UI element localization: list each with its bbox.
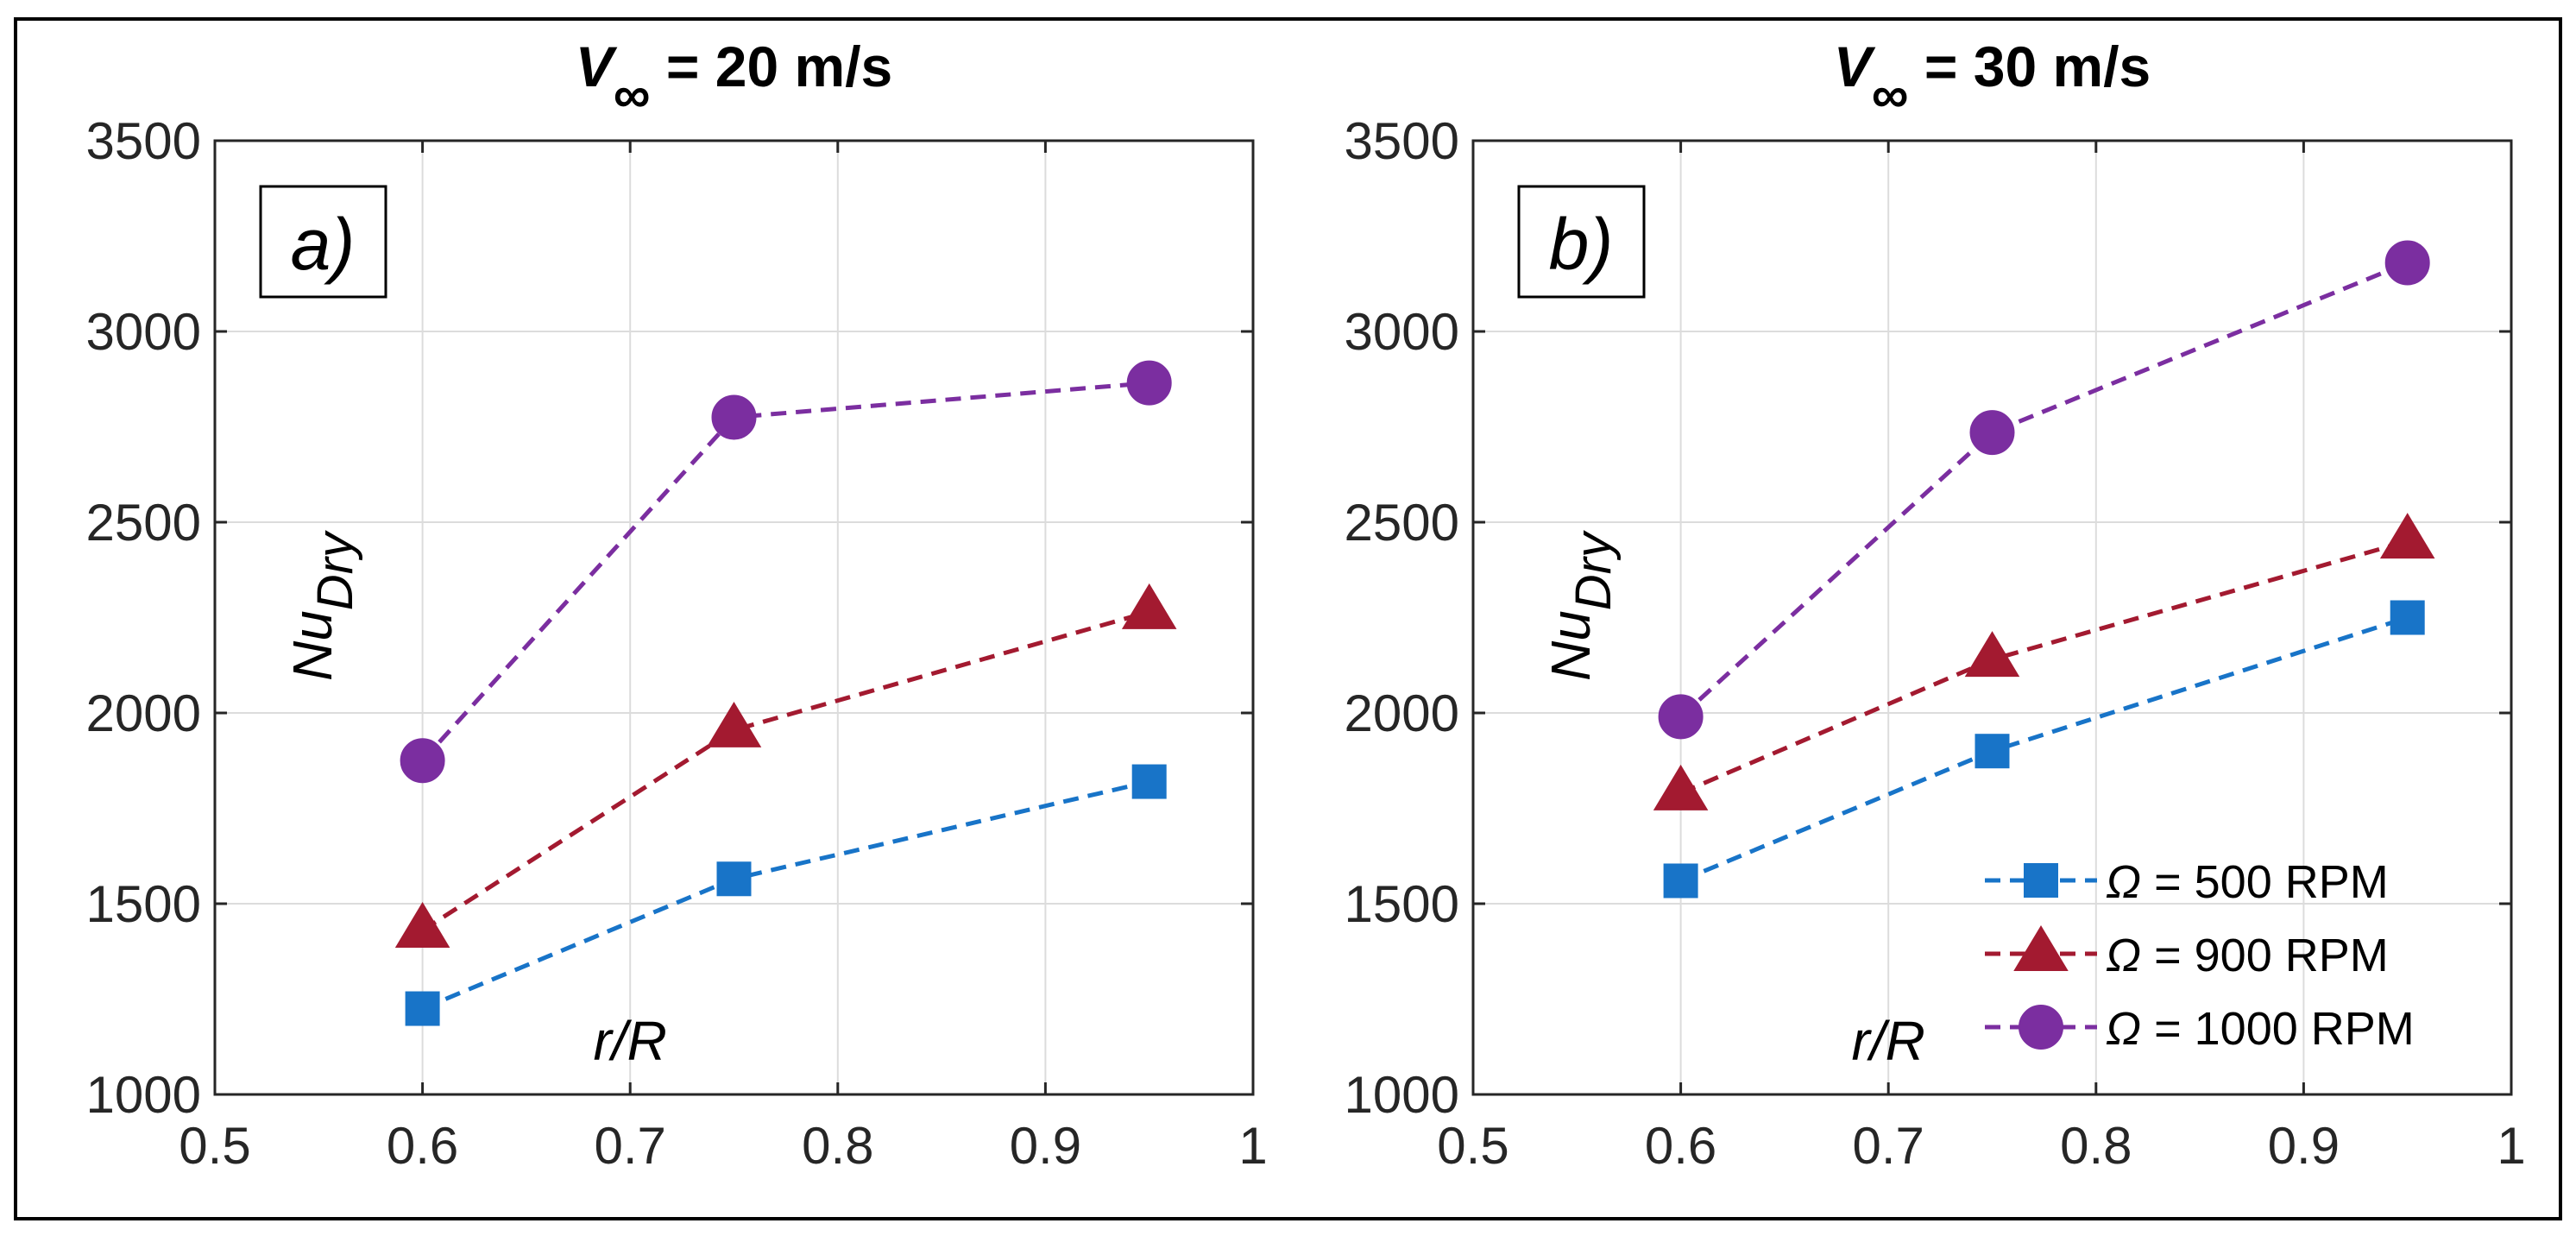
legend-entry: Ω = 900 RPM xyxy=(1985,925,2389,981)
title-variable: V xyxy=(1834,35,1876,98)
data-point-square xyxy=(1975,734,2010,769)
series-triangle xyxy=(1653,513,2435,810)
panel-a: 0.5 0.6 0.7 0.8 0.9 1 1000 1500 2000 2500 3000 3500… xyxy=(86,35,1268,1175)
legend-symbol: Ω xyxy=(2106,930,2141,981)
x-tick-label: 1 xyxy=(1238,1117,1267,1175)
data-point-square xyxy=(2390,600,2425,635)
y-tick-label: 1000 xyxy=(1345,1066,1459,1124)
x-tick-label: 1 xyxy=(2497,1117,2525,1175)
data-point-triangle xyxy=(1121,583,1177,629)
panel-label: a) xyxy=(291,204,356,285)
data-point-circle xyxy=(2019,1005,2063,1050)
series-line xyxy=(421,609,1150,933)
data-point-square xyxy=(405,991,440,1026)
data-point-circle xyxy=(1658,694,1704,740)
data-point-triangle xyxy=(394,901,450,948)
data-point-triangle xyxy=(1653,764,1709,810)
data-point-circle xyxy=(1969,410,2015,456)
panel-label-box xyxy=(259,185,387,299)
y-tick-label: 2000 xyxy=(1345,684,1459,742)
legend-text: = 500 RPM xyxy=(2141,856,2389,908)
title-subscript: ∞ xyxy=(614,66,651,123)
panel-b: 0.5 0.6 0.7 0.8 0.9 1 1000 1500 2000 2500 3000 3500… xyxy=(1345,35,2526,1175)
series-line xyxy=(1678,261,2409,719)
data-point-square xyxy=(716,861,752,897)
y-axis-label: NuDry xyxy=(281,530,363,681)
y-axis-label-subscript: Dry xyxy=(1565,530,1622,610)
axes-box xyxy=(1471,139,2513,1096)
x-tick-label: 0.8 xyxy=(2060,1117,2132,1175)
x-tick-label: 0.7 xyxy=(594,1117,665,1175)
x-tick-label: 0.6 xyxy=(1645,1117,1716,1175)
x-tick-label: 0.7 xyxy=(1852,1117,1924,1175)
data-point-square xyxy=(2024,863,2058,898)
data-point-circle xyxy=(711,394,757,440)
axes-box xyxy=(213,139,1255,1096)
legend-symbol: Ω xyxy=(2106,1003,2141,1055)
y-tick-label: 2000 xyxy=(86,684,201,742)
chart-title: V∞ = 30 m/s xyxy=(1834,35,2151,123)
chart-title: V∞ = 20 m/s xyxy=(576,35,893,123)
legend-text: = 900 RPM xyxy=(2141,930,2389,981)
legend-text: = 1000 RPM xyxy=(2141,1003,2415,1055)
data-point-circle xyxy=(400,738,445,784)
y-tick-label: 3500 xyxy=(86,112,201,170)
x-tick-label: 0.9 xyxy=(2268,1117,2340,1175)
y-tick-label: 1500 xyxy=(86,875,201,933)
legend-label: Ω = 900 RPM xyxy=(2106,930,2389,981)
series-triangle xyxy=(394,583,1177,948)
y-axis-label-subscript: Dry xyxy=(307,530,363,610)
data-point-circle xyxy=(2384,240,2430,286)
legend-label: Ω = 1000 RPM xyxy=(2106,1003,2415,1055)
series-square xyxy=(1663,600,2425,899)
x-axis-label: r/R xyxy=(1852,1010,1925,1072)
x-tick-label: 0.8 xyxy=(802,1117,873,1175)
x-tick-label: 0.5 xyxy=(179,1117,250,1175)
y-tick-label: 1000 xyxy=(86,1066,201,1124)
series-circle xyxy=(1658,240,2430,740)
y-axis-label-main: Nu xyxy=(1540,610,1602,681)
y-tick-label: 2500 xyxy=(1345,494,1459,552)
data-point-square xyxy=(1131,764,1167,799)
data-point-triangle xyxy=(2379,513,2435,559)
x-tick-label: 0.5 xyxy=(1437,1117,1508,1175)
y-axis-label-main: Nu xyxy=(281,610,343,681)
title-variable: V xyxy=(576,35,618,98)
series-circle xyxy=(400,360,1172,784)
panel-label: b) xyxy=(1549,204,1614,285)
data-point-triangle xyxy=(2013,925,2069,971)
x-tick-label: 0.9 xyxy=(1010,1117,1081,1175)
panel-label-box xyxy=(1517,185,1646,299)
title-value: = 20 m/s xyxy=(651,35,893,98)
y-tick-label: 3500 xyxy=(1345,112,1459,170)
data-point-triangle xyxy=(706,701,762,747)
legend-symbol: Ω xyxy=(2106,856,2141,908)
legend-label: Ω = 500 RPM xyxy=(2106,856,2389,908)
legend-entry: Ω = 1000 RPM xyxy=(1985,1003,2415,1055)
x-axis-label: r/R xyxy=(594,1010,667,1072)
y-axis-label: NuDry xyxy=(1540,530,1622,681)
plot-area xyxy=(1473,141,2511,1094)
plot-area xyxy=(215,141,1253,1094)
x-tick-label: 0.6 xyxy=(387,1117,458,1175)
data-point-triangle xyxy=(1964,631,2020,678)
data-point-circle xyxy=(1126,360,1172,406)
title-value: = 30 m/s xyxy=(1909,35,2151,98)
title-subscript: ∞ xyxy=(1872,66,1909,123)
data-point-square xyxy=(1663,863,1698,899)
figure-border xyxy=(14,17,2562,1220)
y-tick-label: 1500 xyxy=(1345,875,1459,933)
y-tick-label: 3000 xyxy=(1345,303,1459,361)
legend-entry: Ω = 500 RPM xyxy=(1985,856,2389,908)
series-square xyxy=(405,764,1167,1026)
y-tick-label: 3000 xyxy=(86,303,201,361)
y-tick-label: 2500 xyxy=(86,494,201,552)
